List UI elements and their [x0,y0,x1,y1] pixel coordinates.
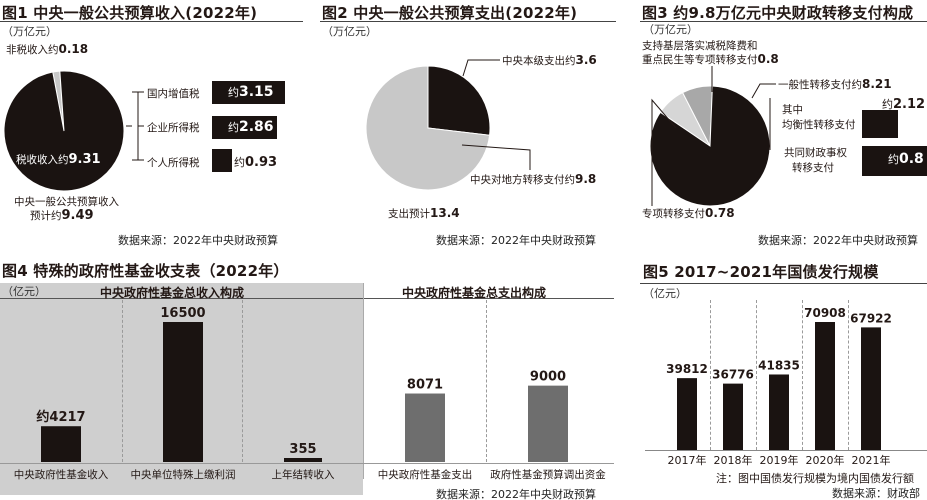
fig5-bar-3 [815,322,835,450]
fig2-unit: （万亿元） [322,25,377,38]
fig1-total-line2: 预计约9.49 [30,208,94,223]
fig4-bar-value-3: 8071 [407,378,443,393]
fig1-pie [3,70,125,192]
fig3-special-label: 专项转移支付0.78 [642,206,735,220]
fig4-bar-value-0: 约4217 [36,409,85,425]
fig1-item-0-value: 约3.15 [228,84,274,100]
fig5-bar-4 [861,327,881,450]
fig3-pie-slice-general [649,85,771,207]
fig4-title: 图4 特殊的政府性基金收支表（2022年） [2,262,289,280]
fig3-leaders [651,66,776,206]
fig4-bar-value-2: 355 [289,442,316,457]
fig3-shared-block [862,146,927,176]
fig2-total-label: 支出预计13.4 [388,206,460,220]
fig1-item-2-name: 个人所得税 [147,157,200,169]
fig3-shared-value: 约0.8 [888,151,924,167]
fig3-balance-block [862,110,898,138]
fig4-unit: （亿元） [2,285,46,298]
fig3-shared-label1: 共同财政事权 [784,147,847,159]
fig5-category-2: 2019年 [760,453,799,467]
fig1-total-label: 中央一般公共预算收入 [14,196,119,208]
fig3-relief-label1: 支持基层落实减税降费和 [642,40,758,52]
fig4-category-0: 中央政府性基金收入 [14,468,109,481]
fig4-source: 数据来源：2022年中央财政预算 [436,488,596,500]
fig5-category-0: 2017年 [668,453,707,467]
fig4-category-4: 政府性基金预算调出资金 [490,468,606,481]
fig1-item-1-name: 企业所得税 [147,122,200,134]
fig2-pie-slice-own [427,65,491,136]
fig3-balance-label: 均衡性转移支付 [782,119,856,131]
fig4-expense-header: 中央政府性基金总支出构成 [402,286,547,300]
fig1-item-2-block [212,149,232,172]
fig4-bar-4 [528,385,568,462]
fig2-source: 数据来源：2022年中央财政预算 [436,234,596,247]
fig3-source: 数据来源：2022年中央财政预算 [758,234,918,247]
fig4-bar-1 [163,322,203,462]
fig4-category-2: 上年结转收入 [272,468,335,481]
fig2-leaders [461,59,531,170]
fig3-unit: （万亿元） [643,23,698,36]
fig1-pie-slice-tax [3,70,125,192]
fig5-category-3: 2020年 [806,453,845,467]
fig5-bar-value-1: 36776 [712,368,754,382]
fig4-category-3: 中央政府性基金支出 [378,468,473,481]
fig1-source: 数据来源：2022年中央财政预算 [118,234,278,247]
fig4-bar-value-4: 9000 [530,370,566,385]
fig5-source: 数据来源：财政部 [832,487,920,500]
fig1-item-1-block [212,116,277,139]
fig5-bar-value-2: 41835 [758,358,800,372]
fig1-item-0-name: 国内增值税 [147,88,200,100]
fig5-bar-value-4: 67922 [850,311,892,325]
fig4-bar-value-1: 16500 [160,306,205,321]
fig4-bar-3 [405,393,445,462]
fig2-pie [365,65,491,191]
fig2-pie-slice-transfer [365,65,491,191]
fig5-bar-2 [769,374,789,450]
fig3-among-label: 其中 [782,104,803,116]
fig5-title: 图5 2017~2021年国债发行规模 [643,263,879,281]
fig1-item-0-block [212,81,285,104]
fig5-category-4: 2021年 [852,453,891,467]
fig4-bar-2 [284,458,322,462]
fig1-item-2-value: 约0.93 [234,155,278,170]
fig1-tax-label: 税收收入约9.31 [16,152,101,167]
fig4-bar-0 [41,426,81,462]
fig1-title: 图1 中央一般公共预算收入(2022年) [2,4,258,22]
fig1-nontax-label: 非税收入约0.18 [6,42,89,56]
fig1-item-1-value: 约2.86 [228,119,274,135]
fig3-relief-label2: 重点民生等专项转移支付0.8 [642,52,779,66]
fig5-note: 注：图中国债发行规模为境内国债发行额 [716,472,914,485]
fig3-general-label: 一般性转移支付约8.21 [778,77,892,91]
fig5-unit: （亿元） [643,287,687,300]
fig5-bar-0 [677,378,697,450]
fig3-shared-label2: 转移支付 [792,162,834,174]
fig4-category-1: 中央单位特殊上缴利润 [131,468,236,481]
fig2-own-label: 中央本级支出约3.6 [502,53,597,67]
fig1-unit: （万亿元） [2,25,57,38]
fig5-bar-value-3: 70908 [804,306,846,320]
fig4-income-header: 中央政府性基金总收入构成 [100,286,245,300]
fig2-title: 图2 中央一般公共预算支出(2022年) [322,4,578,22]
fig5-category-1: 2018年 [714,453,753,467]
fig2-transfer-label: 中央对地方转移支付约9.8 [470,172,597,186]
fig5-bar-value-0: 39812 [666,362,708,376]
fig1-bracket [126,91,144,161]
fig3-pie [649,85,771,207]
fig5-bar-1 [723,383,743,450]
fig3-balance-value: 约2.12 [882,97,926,112]
fig3-title: 图3 约9.8万亿元中央财政转移支付构成 [642,4,914,22]
